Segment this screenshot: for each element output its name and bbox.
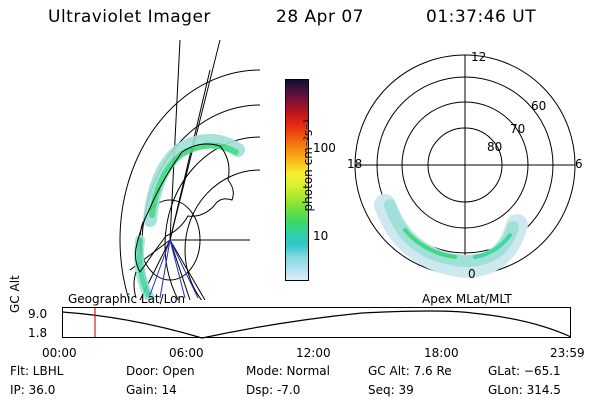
geographic-map (119, 40, 260, 300)
aurora-emission-polar (374, 194, 528, 279)
latitude-line (119, 69, 260, 300)
info-door: Door: Open (126, 364, 195, 378)
info-gain: Gain: 14 (126, 383, 177, 397)
info-ip: IP: 36.0 (10, 383, 56, 397)
lat-label-60: 60 (531, 99, 546, 113)
latitude-line (184, 169, 260, 300)
polar-plot: 12 18 6 0 60 70 80 (347, 50, 583, 281)
meridian-line (169, 239, 191, 300)
timeline-ylabel: GC Alt (8, 275, 22, 313)
info-seq: Seq: 39 (368, 383, 414, 397)
lat-label-70: 70 (510, 122, 525, 136)
timeline-xtick-1200: 12:00 (296, 346, 331, 360)
mlt-label-12: 12 (471, 50, 486, 64)
timeline-xtick-1800: 18:00 (424, 346, 459, 360)
colorbar (285, 79, 309, 281)
info-filter: Flt: LBHL (10, 364, 64, 378)
timeline-left-label: Geographic Lat/Lon (68, 292, 186, 306)
orbit-timeline[interactable] (62, 307, 572, 339)
coastline (135, 143, 234, 273)
timeline-right-label: Apex MLat/MLT (422, 292, 512, 306)
meridian-line (169, 69, 211, 241)
mlt-label-0: 0 (468, 267, 476, 281)
colorbar-label: photon cm⁻²s⁻¹ (301, 118, 315, 212)
info-glon: GLon: 314.5 (488, 383, 561, 397)
timeline-ytick-low: 1.8 (28, 326, 48, 340)
timeline-xtick-0000: 00:00 (42, 346, 77, 360)
meridian-line (169, 239, 206, 300)
colorbar-tick-100: 100 (313, 141, 336, 155)
observation-date: 28 Apr 07 (276, 7, 364, 27)
timeline-frame (62, 307, 571, 338)
info-mode: Mode: Normal (246, 364, 330, 378)
mlt-label-6: 6 (575, 157, 583, 171)
lat-label-80: 80 (487, 140, 502, 154)
timeline-xtick-2359: 23:59 (550, 346, 585, 360)
instrument-title: Ultraviolet Imager (48, 7, 211, 27)
info-gc-alt: GC Alt: 7.6 Re (368, 364, 452, 378)
footprint-lines (149, 239, 199, 299)
latitude-line (164, 136, 260, 300)
observation-time: 01:37:46 UT (426, 7, 537, 27)
timeline-ytick-high: 9.0 (28, 307, 48, 321)
timeline-xtick-0600: 06:00 (169, 346, 204, 360)
colorbar-tick-10: 10 (313, 229, 329, 243)
mlt-label-18: 18 (347, 157, 362, 171)
coastline (133, 271, 137, 299)
altitude-curve (62, 310, 572, 339)
meridian-line (169, 40, 181, 241)
info-glat: GLat: −65.1 (488, 364, 561, 378)
info-dsp: Dsp: -7.0 (246, 383, 301, 397)
